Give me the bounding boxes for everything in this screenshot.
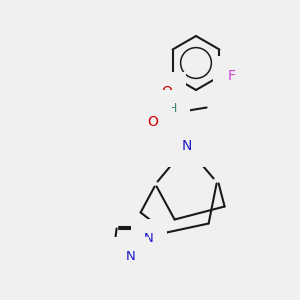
- Text: O: O: [161, 85, 172, 100]
- Text: N: N: [144, 232, 154, 245]
- Text: O: O: [147, 116, 158, 130]
- Text: H: H: [168, 102, 177, 115]
- Text: N: N: [126, 250, 136, 263]
- Text: N: N: [182, 140, 192, 154]
- Text: F: F: [227, 70, 236, 83]
